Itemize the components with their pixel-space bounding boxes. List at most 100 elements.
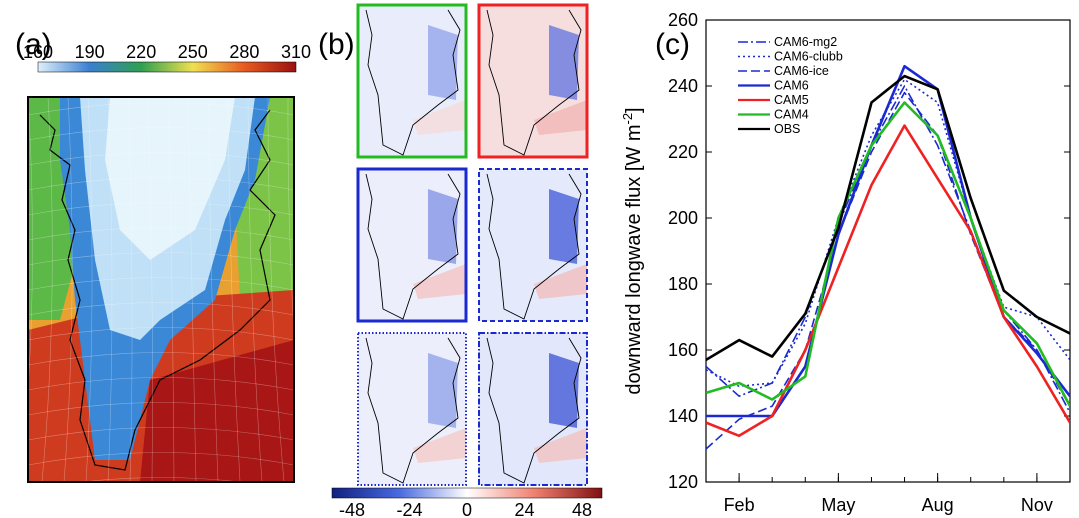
difference-panel-coastline: [486, 337, 582, 484]
difference-panel-frame: [477, 3, 589, 159]
map-a-grid-line: [28, 377, 294, 391]
map-a: [27, 96, 295, 483]
map-a-grid-line: [28, 302, 294, 316]
chart-y-axis-label: downward longwave flux [W m-2]: [620, 107, 645, 394]
colorbar-b-tick-label: -24: [396, 500, 422, 518]
map-a-grid-line: [127, 97, 133, 482]
colorbar-a-tick-label: 250: [178, 42, 208, 62]
map-a-grid-line: [28, 177, 294, 191]
difference-panel-blue-region: [549, 25, 579, 100]
panel-label-c: (c): [655, 28, 690, 61]
difference-panel-red-region: [413, 428, 466, 463]
difference-panel: [356, 3, 468, 159]
map-a-coastline: [39, 109, 276, 471]
map-a-grid-line: [28, 452, 294, 466]
legend-label: CAM6-clubb: [774, 50, 843, 64]
legend-label: CAM4: [774, 108, 809, 122]
difference-panel-frame: [357, 332, 467, 486]
map-a-grid-line: [28, 127, 294, 141]
map-a-grid-line: [28, 252, 294, 266]
map-a-grid-line: [247, 97, 263, 482]
map-a-grid-line: [187, 97, 197, 482]
difference-panel-blue-region: [428, 353, 458, 428]
chart-x-tick-label: Feb: [724, 495, 755, 515]
colorbar-b-tick-label: 0: [462, 500, 472, 518]
map-a-grid-line: [63, 97, 73, 482]
map-a-grid-line: [28, 102, 294, 116]
difference-panel-coastline: [365, 337, 461, 484]
series-line-cam6-mg2: [706, 85, 1070, 414]
series-line-cam5: [706, 124, 1070, 438]
colorbar-b-tick-label: -48: [339, 500, 365, 518]
difference-panel-red-region: [534, 100, 587, 135]
chart-y-tick-label: 120: [668, 472, 698, 492]
map-a-grid-line: [287, 97, 294, 339]
difference-panel: [478, 332, 588, 486]
map-a-darkred-corner: [140, 340, 294, 482]
map-a-grid-line: [28, 327, 294, 341]
chart-y-tick-label: 220: [668, 142, 698, 162]
difference-panel-coastline: [365, 9, 461, 156]
map-a-grid-line: [227, 97, 241, 482]
chart-x-tick-label: Nov: [1021, 495, 1053, 515]
difference-panel-frame: [356, 3, 468, 159]
map-a-grid-line: [147, 97, 153, 482]
colorbar-a-tick-label: 220: [126, 42, 156, 62]
difference-panel-coastline: [486, 9, 582, 156]
legend-label: CAM6: [774, 79, 809, 93]
chart-y-tick-label: 160: [668, 340, 698, 360]
series-line-cam4: [706, 101, 1070, 407]
difference-panel: [357, 332, 467, 486]
difference-panel-frame: [356, 167, 468, 323]
map-a-grid-line: [41, 97, 53, 482]
colorbar-a-tick-label: 190: [75, 42, 105, 62]
colorbar-a-tick-label: 160: [23, 42, 53, 62]
map-a-grid-line: [28, 202, 294, 216]
map-a-grid-line: [28, 277, 294, 291]
difference-panel: [356, 167, 468, 323]
difference-panel-blue-region: [549, 189, 579, 264]
map-a-grid-line: [107, 97, 113, 482]
series-line-obs: [706, 74, 1070, 362]
difference-panel-red-region: [534, 264, 587, 299]
difference-panel-red-region: [534, 428, 587, 463]
legend-label: CAM5: [774, 93, 809, 107]
map-a-grid-line: [78, 477, 244, 482]
legend-label: OBS: [774, 122, 800, 136]
difference-panel-blue-region: [428, 189, 458, 264]
colorbar-b: -48 -24 0 24 48: [331, 487, 603, 518]
difference-panel-blue-region: [549, 353, 579, 428]
map-a-grid-line: [28, 152, 294, 166]
line-chart: 120 140 160 180 200 220 240 260 Feb May Aug Nov CA…: [620, 10, 1071, 515]
chart-y-tick-label: 260: [668, 10, 698, 30]
colorbar-a-tick-label: 310: [281, 42, 311, 62]
chart-y-tick-label: 200: [668, 208, 698, 228]
difference-panel-coastline: [486, 173, 582, 320]
difference-panel-coastline: [365, 173, 461, 320]
map-a-grid-line: [28, 352, 294, 366]
colorbar-a: 160 190 220 250 280 310: [23, 42, 311, 73]
panel-label-a: (a): [15, 28, 52, 61]
difference-panel-red-region: [413, 264, 466, 299]
map-a-frame: [27, 96, 295, 483]
colorbar-b-bar: [331, 487, 603, 499]
map-a-ice-center: [105, 97, 235, 260]
chart-plot-area: [705, 19, 1071, 483]
legend-label: CAM6-ice: [774, 64, 829, 78]
map-a-grid-line: [85, 97, 93, 482]
chart-y-tick-label: 180: [668, 274, 698, 294]
chart-x-tick-label: May: [821, 495, 855, 515]
map-a-grid-line: [207, 97, 219, 482]
difference-panels: [356, 3, 589, 486]
colorbar-b-tick-label: 48: [572, 500, 592, 518]
chart-y-tick-label: 140: [668, 406, 698, 426]
difference-panel-blue-region: [428, 25, 458, 100]
map-a-grid-line: [267, 97, 285, 482]
panel-label-b: (b): [318, 28, 355, 61]
map-a-grid-line: [28, 402, 294, 416]
legend-label: CAM6-mg2: [774, 35, 837, 49]
colorbar-a-bar: [37, 61, 297, 73]
colorbar-b-tick-label: 24: [514, 500, 534, 518]
difference-panel: [478, 168, 588, 322]
chart-y-tick-label: 240: [668, 76, 698, 96]
